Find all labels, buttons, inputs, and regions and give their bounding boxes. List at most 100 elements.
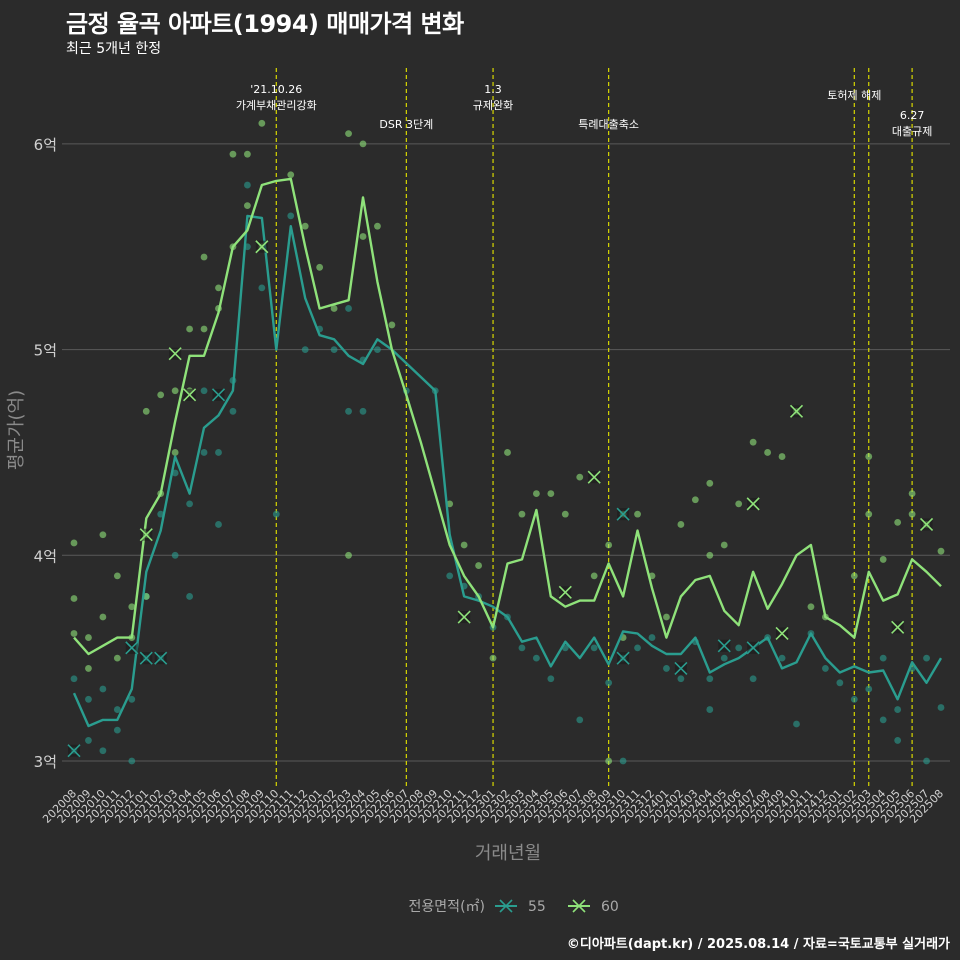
scatter-point-60: [345, 551, 352, 559]
legend-entry-60: 60: [568, 899, 619, 915]
y-tick-label: 6억: [34, 136, 57, 154]
legend-label: 55: [528, 899, 546, 915]
x-axis-title: 거래년월: [475, 843, 541, 864]
scatter-point-55: [200, 449, 208, 456]
scatter-point-60: [359, 140, 367, 148]
scatter-point-60: [70, 595, 78, 602]
scatter-point-55: [330, 346, 338, 353]
cross-marker-60: [457, 610, 471, 624]
chart-subtitle: 최근 5개년 한정: [66, 41, 162, 57]
cross-marker-stroke: [775, 626, 789, 641]
cross-marker-stroke: [67, 744, 81, 758]
policy-annotation: 1.3: [484, 83, 502, 96]
scatter-point-55: [345, 305, 352, 312]
scatter-point-60: [244, 150, 251, 158]
cross-marker-60: [789, 404, 804, 418]
scatter-point-55: [677, 675, 685, 683]
scatter-point-60: [85, 665, 92, 672]
cross-marker-stroke: [139, 528, 153, 542]
cross-marker-60: [746, 497, 760, 511]
scatter-point-55: [879, 654, 887, 662]
scatter-point-60: [388, 321, 396, 329]
scatter-point-55: [822, 665, 829, 672]
cross-marker-60: [168, 347, 182, 361]
scatter-point-60: [200, 325, 208, 333]
cross-marker-stroke: [154, 651, 168, 665]
cross-marker-60: [183, 388, 197, 402]
scatter-point-55: [186, 500, 194, 508]
scatter-point-55: [648, 634, 656, 641]
cross-marker-stroke: [211, 388, 226, 402]
scatter-point-60: [590, 572, 598, 580]
scatter-point-55: [345, 407, 352, 415]
scatter-point-60: [113, 654, 121, 662]
y-tick-label: 3억: [34, 753, 57, 771]
scatter-point-60: [316, 263, 324, 271]
scatter-point-60: [215, 284, 222, 292]
scatter-point-55: [634, 644, 641, 652]
source-caption: ©디아파트(dapt.kr) / 2025.08.14 / 자료=국토교통부 실…: [566, 937, 950, 952]
scatter-point-55: [128, 695, 136, 703]
scatter-point-60: [937, 547, 945, 555]
scatter-point-55: [923, 757, 930, 765]
scatter-point-55: [128, 757, 136, 765]
scatter-point-55: [605, 679, 613, 687]
cross-marker-55: [616, 507, 630, 521]
scatter-point-60: [489, 654, 497, 662]
cross-marker-stroke: [746, 497, 760, 511]
scatter-point-55: [879, 716, 887, 724]
scatter-point-60: [301, 222, 309, 230]
scatter-point-60: [561, 510, 569, 518]
scatter-point-55: [533, 654, 540, 662]
cross-marker-60: [139, 528, 153, 542]
scatter-point-60: [345, 130, 352, 138]
scatter-point-60: [171, 387, 179, 395]
scatter-point-55: [215, 521, 222, 528]
scatter-point-55: [749, 675, 757, 683]
scatter-point-60: [879, 556, 887, 563]
scatter-point-60: [749, 438, 757, 446]
scatter-point-60: [865, 453, 873, 460]
scatter-point-60: [547, 490, 555, 497]
scatter-point-60: [807, 603, 815, 611]
scatter-point-55: [301, 346, 309, 353]
scatter-point-60: [330, 305, 338, 312]
series-line-55: [72, 214, 943, 728]
scatter-point-60: [460, 541, 468, 549]
cross-marker-60: [775, 626, 789, 641]
scatter-point-55: [229, 407, 237, 415]
scatter-point-60: [720, 541, 728, 549]
policy-annotation: DSR 3단계: [379, 118, 433, 131]
cross-marker-stroke: [746, 641, 760, 655]
legend-entry-55: 55: [495, 899, 546, 915]
scatter-point-55: [720, 654, 728, 662]
scatter-point-55: [244, 181, 251, 189]
scatter-point-55: [215, 449, 222, 456]
legend-title: 전용면적(㎡): [409, 899, 485, 915]
scatter-point-60: [518, 510, 526, 518]
cross-marker-60: [587, 470, 601, 484]
scatter-point-60: [171, 449, 179, 456]
cross-marker-stroke: [558, 585, 572, 599]
cross-marker-60: [891, 620, 905, 634]
policy-annotation: 대출규제: [892, 125, 932, 138]
scatter-point-55: [706, 706, 714, 713]
scatter-point-55: [663, 665, 670, 672]
scatter-point-60: [691, 496, 699, 504]
cross-marker-55: [616, 651, 630, 665]
scatter-point-60: [735, 500, 743, 508]
scatter-point-60: [706, 551, 714, 559]
scatter-point-60: [99, 531, 107, 539]
cross-marker-stroke: [587, 470, 601, 484]
scatter-point-55: [894, 706, 902, 713]
scatter-point-55: [99, 685, 107, 693]
scatter-point-60: [229, 150, 237, 158]
scatter-point-60: [244, 202, 251, 210]
scatter-point-60: [186, 325, 194, 333]
cross-marker-stroke: [168, 347, 182, 361]
scatter-point-60: [70, 539, 78, 547]
scatter-point-55: [576, 716, 584, 724]
scatter-point-55: [894, 737, 902, 744]
